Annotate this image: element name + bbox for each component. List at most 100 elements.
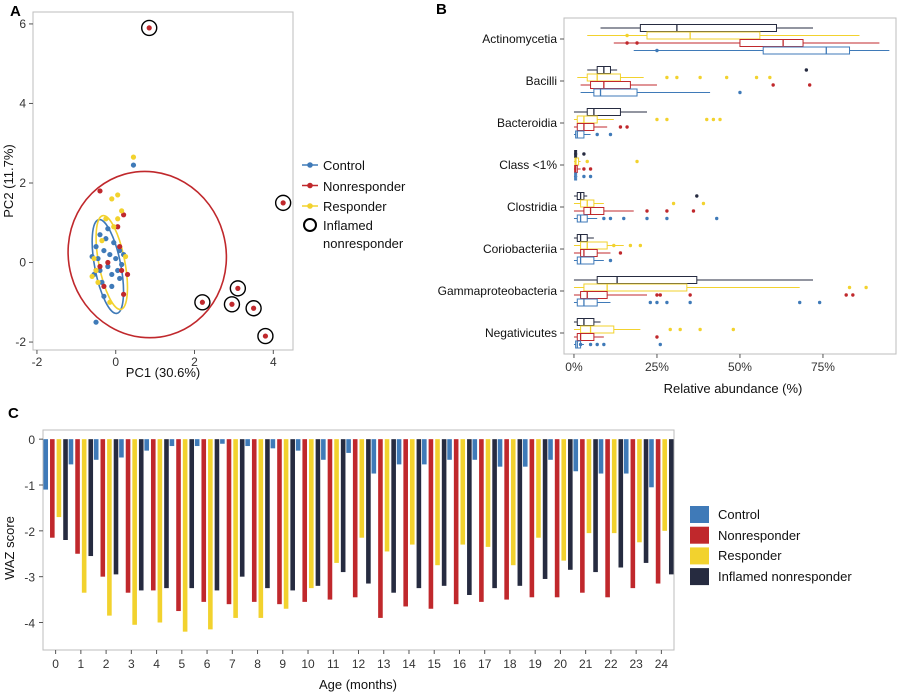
box-outlier-inflamed (804, 68, 809, 72)
bar-control (396, 439, 402, 465)
bar-inflamed (265, 439, 270, 589)
panel-c-x-tick-label: 18 (503, 657, 517, 671)
panel-c-x-tick-label: 20 (554, 657, 568, 671)
box-outlier-responder (678, 327, 682, 332)
box-nonresponder (576, 333, 595, 341)
bar-responder (157, 439, 163, 623)
box-outlier-inflamed (582, 152, 586, 156)
bar-responder (359, 439, 365, 538)
box-outlier-control (595, 132, 599, 137)
box-nonresponder (739, 39, 804, 47)
bar-nonresponder (150, 439, 156, 591)
box-outlier-control (582, 174, 586, 179)
box-outlier-responder (628, 243, 633, 248)
box-outlier-nonresponder (582, 167, 586, 171)
bar-nonresponder (327, 439, 333, 600)
inflamed-nonresponder-ring (245, 300, 262, 317)
inflamed-nonresponder-ring (257, 327, 274, 345)
box-outlier-responder (625, 33, 629, 38)
box-nonresponder (580, 249, 598, 257)
bar-inflamed (668, 439, 674, 575)
box-outlier-responder (768, 75, 772, 80)
scatter-point-nonresponder (262, 333, 269, 339)
legend-a-nonresponder-label: Nonresponder (323, 179, 406, 194)
bar-inflamed (88, 439, 94, 557)
bar-inflamed (568, 439, 573, 570)
scatter-point-nonresponder (251, 305, 257, 311)
panel-b-category-label: Clostridia (507, 200, 557, 214)
scatter-point-responder (95, 279, 101, 285)
bar-responder (384, 439, 390, 552)
box-control (593, 88, 638, 97)
box-outlier-nonresponder (851, 293, 855, 297)
panel-a-content: -2 0 2 4 -2 0 2 4 6 (15, 17, 292, 369)
inflamed-nonresponder-ring (223, 296, 241, 313)
bar-inflamed (315, 439, 321, 586)
panel-c-x-tick-label: 6 (204, 657, 211, 671)
bar-control (220, 439, 225, 444)
bar-responder (208, 439, 213, 630)
box-outlier-control (588, 342, 593, 347)
scatter-point-control (109, 283, 115, 289)
scatter-point-responder (103, 216, 109, 222)
panel-b-category-label: Bacilli (526, 74, 557, 88)
bar-nonresponder (100, 439, 106, 577)
panel-b-x-tick-label: 50% (728, 360, 752, 374)
panel-b-category-label: Class <1% (499, 158, 557, 172)
bar-responder (510, 439, 516, 566)
box-outlier-control (715, 216, 719, 221)
box-control (762, 46, 851, 55)
bar-control (194, 439, 200, 447)
box-outlier-responder (655, 117, 659, 122)
box-outlier-responder (635, 159, 639, 164)
panel-c-x-tick-label: 15 (428, 657, 442, 671)
bar-nonresponder (529, 439, 535, 598)
legend-c-responder-label: Responder (718, 548, 782, 563)
scatter-point-control (99, 279, 105, 285)
box-outlier-control (588, 174, 593, 179)
box-outlier-control (658, 342, 662, 347)
bar-nonresponder (226, 439, 232, 605)
box-outlier-nonresponder (645, 209, 649, 213)
box-outlier-nonresponder (618, 251, 623, 255)
scatter-point-control (130, 162, 137, 168)
panel-c-x-tick-label: 7 (229, 657, 236, 671)
scatter-point-nonresponder (199, 299, 205, 305)
bar-inflamed (643, 439, 649, 563)
panel-c-x-tick-label: 13 (377, 657, 391, 671)
bar-control (623, 439, 629, 474)
bar-control (649, 439, 654, 488)
bar-nonresponder (277, 439, 282, 605)
box-outlier-responder (731, 327, 736, 332)
bar-nonresponder (655, 439, 661, 584)
bar-control (573, 439, 579, 472)
panel-b-plot-area (563, 17, 897, 355)
bar-inflamed (164, 439, 169, 589)
bar-responder (56, 439, 62, 518)
bar-responder (258, 439, 264, 618)
bar-nonresponder (479, 439, 484, 602)
panel-a-x-tick-label: 2 (191, 355, 198, 369)
bar-control (371, 439, 377, 474)
box-inflamed (576, 234, 588, 242)
bar-nonresponder (352, 439, 358, 598)
legend-a-inflamed-ring-icon (303, 218, 317, 232)
scatter-point-responder (115, 192, 121, 198)
box-outlier-responder (698, 75, 702, 80)
box-outlier-nonresponder (625, 125, 629, 129)
box-responder (576, 115, 598, 124)
panel-b-category-label: Coriobacteriia (483, 242, 557, 256)
bar-nonresponder (554, 439, 560, 598)
panel-c-legend: Control Nonresponder Responder Inflamed … (690, 506, 852, 586)
bar-inflamed (391, 439, 396, 593)
panel-label-a: A (10, 3, 21, 20)
scatter-point-control (93, 319, 99, 325)
panel-c-x-tick-label: 3 (128, 657, 135, 671)
box-responder (580, 325, 615, 334)
panel-b-x-tick-label: 75% (811, 360, 835, 374)
bar-responder (485, 439, 491, 547)
scatter-point-control (101, 293, 107, 299)
scatter-point-nonresponder (280, 200, 286, 206)
panel-b-category-label: Gammaproteobacteria (438, 284, 558, 298)
panel-c-x-tick-label: 14 (402, 657, 416, 671)
